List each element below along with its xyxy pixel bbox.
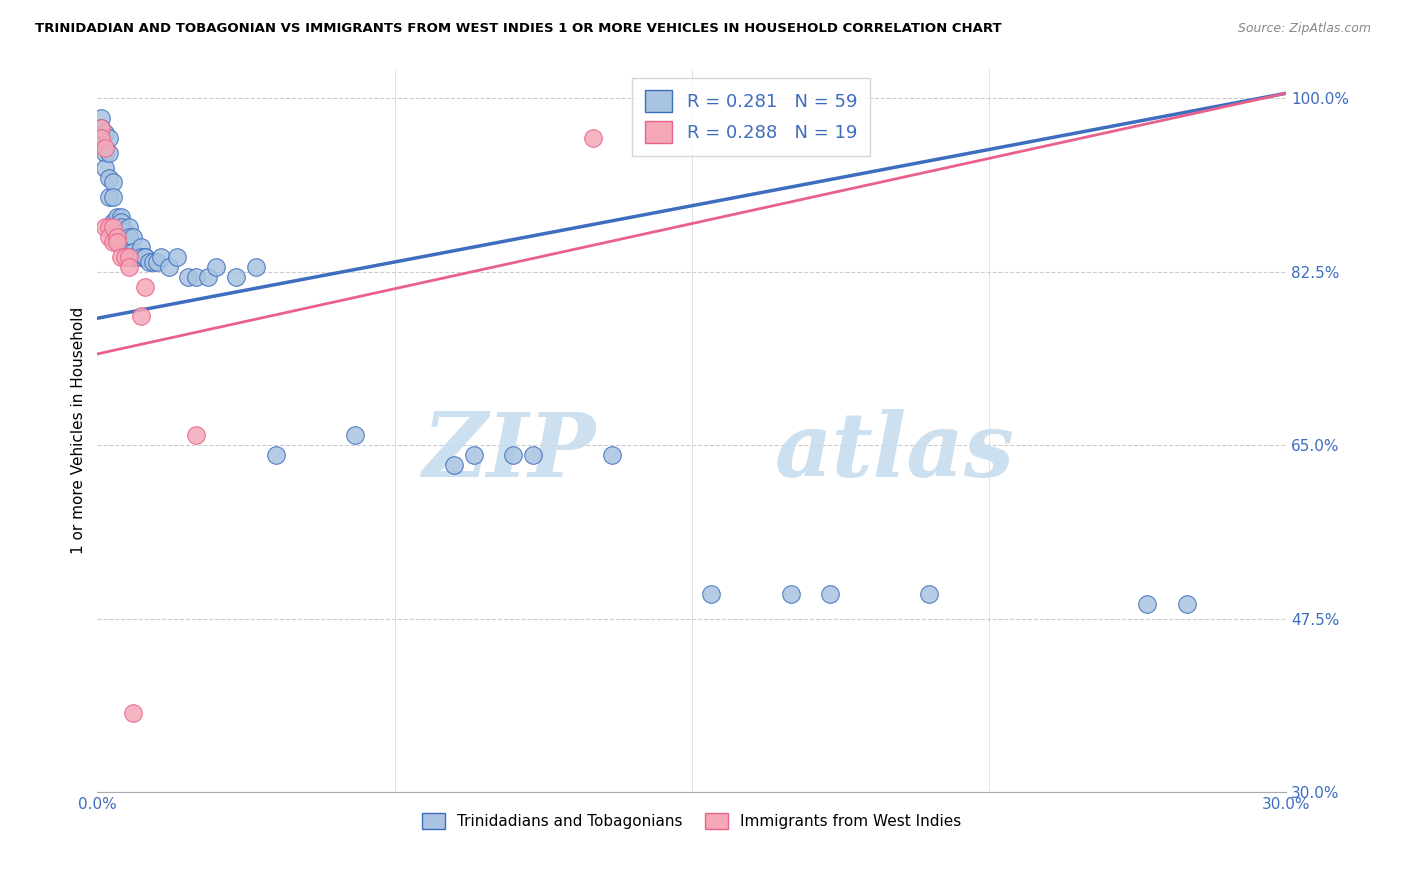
Point bbox=[103, 176, 125, 190]
Point bbox=[122, 706, 145, 720]
Point bbox=[105, 220, 128, 235]
Point bbox=[94, 161, 117, 175]
Point bbox=[110, 210, 132, 224]
Point bbox=[118, 230, 141, 244]
Point bbox=[98, 230, 121, 244]
Point bbox=[197, 269, 219, 284]
Point bbox=[105, 220, 128, 235]
Point bbox=[103, 235, 125, 249]
Point bbox=[118, 244, 141, 259]
Point bbox=[343, 428, 366, 442]
Point bbox=[94, 126, 117, 140]
Point bbox=[134, 250, 156, 264]
Point bbox=[1136, 597, 1159, 611]
Point bbox=[114, 235, 136, 249]
Point bbox=[264, 448, 287, 462]
Point bbox=[502, 448, 524, 462]
Point bbox=[98, 190, 121, 204]
Point bbox=[94, 145, 117, 160]
Point bbox=[134, 250, 156, 264]
Point bbox=[90, 120, 112, 135]
Point bbox=[110, 250, 132, 264]
Point bbox=[98, 220, 121, 235]
Point bbox=[122, 250, 145, 264]
Legend: Trinidadians and Tobagonians, Immigrants from West Indies: Trinidadians and Tobagonians, Immigrants… bbox=[416, 806, 967, 835]
Point bbox=[122, 230, 145, 244]
Point bbox=[110, 215, 132, 229]
Point bbox=[602, 448, 624, 462]
Point bbox=[186, 428, 208, 442]
Point bbox=[129, 240, 152, 254]
Point bbox=[177, 269, 200, 284]
Point bbox=[103, 215, 125, 229]
Point bbox=[443, 458, 465, 472]
Text: Source: ZipAtlas.com: Source: ZipAtlas.com bbox=[1237, 22, 1371, 36]
Point bbox=[105, 235, 128, 249]
Point bbox=[142, 254, 165, 268]
Point bbox=[129, 310, 152, 324]
Point bbox=[114, 250, 136, 264]
Point bbox=[105, 215, 128, 229]
Point bbox=[149, 250, 172, 264]
Text: ZIP: ZIP bbox=[423, 409, 596, 495]
Point bbox=[245, 260, 267, 274]
Point bbox=[94, 220, 117, 235]
Point bbox=[105, 230, 128, 244]
Point bbox=[463, 448, 485, 462]
Text: atlas: atlas bbox=[775, 409, 1015, 495]
Point bbox=[90, 131, 112, 145]
Point bbox=[118, 260, 141, 274]
Point bbox=[122, 244, 145, 259]
Point bbox=[138, 254, 160, 268]
Point bbox=[90, 111, 112, 125]
Point bbox=[114, 225, 136, 239]
Point bbox=[90, 131, 112, 145]
Point bbox=[118, 250, 141, 264]
Point bbox=[779, 587, 801, 601]
Point bbox=[105, 210, 128, 224]
Point bbox=[205, 260, 228, 274]
Point bbox=[918, 587, 941, 601]
Point bbox=[94, 141, 117, 155]
Point bbox=[225, 269, 247, 284]
Point bbox=[820, 587, 842, 601]
Point bbox=[98, 145, 121, 160]
Point bbox=[90, 120, 112, 135]
Point bbox=[134, 279, 156, 293]
Point bbox=[103, 190, 125, 204]
Point bbox=[186, 269, 208, 284]
Point bbox=[146, 254, 169, 268]
Point bbox=[522, 448, 544, 462]
Point bbox=[581, 131, 603, 145]
Point bbox=[166, 250, 188, 264]
Point bbox=[129, 250, 152, 264]
Y-axis label: 1 or more Vehicles in Household: 1 or more Vehicles in Household bbox=[72, 307, 86, 554]
Text: TRINIDADIAN AND TOBAGONIAN VS IMMIGRANTS FROM WEST INDIES 1 OR MORE VEHICLES IN : TRINIDADIAN AND TOBAGONIAN VS IMMIGRANTS… bbox=[35, 22, 1001, 36]
Point bbox=[98, 170, 121, 185]
Point bbox=[157, 260, 180, 274]
Point bbox=[118, 220, 141, 235]
Point bbox=[110, 220, 132, 235]
Point bbox=[125, 250, 148, 264]
Point bbox=[98, 131, 121, 145]
Point bbox=[1175, 597, 1198, 611]
Point bbox=[700, 587, 723, 601]
Point bbox=[114, 225, 136, 239]
Point bbox=[103, 220, 125, 235]
